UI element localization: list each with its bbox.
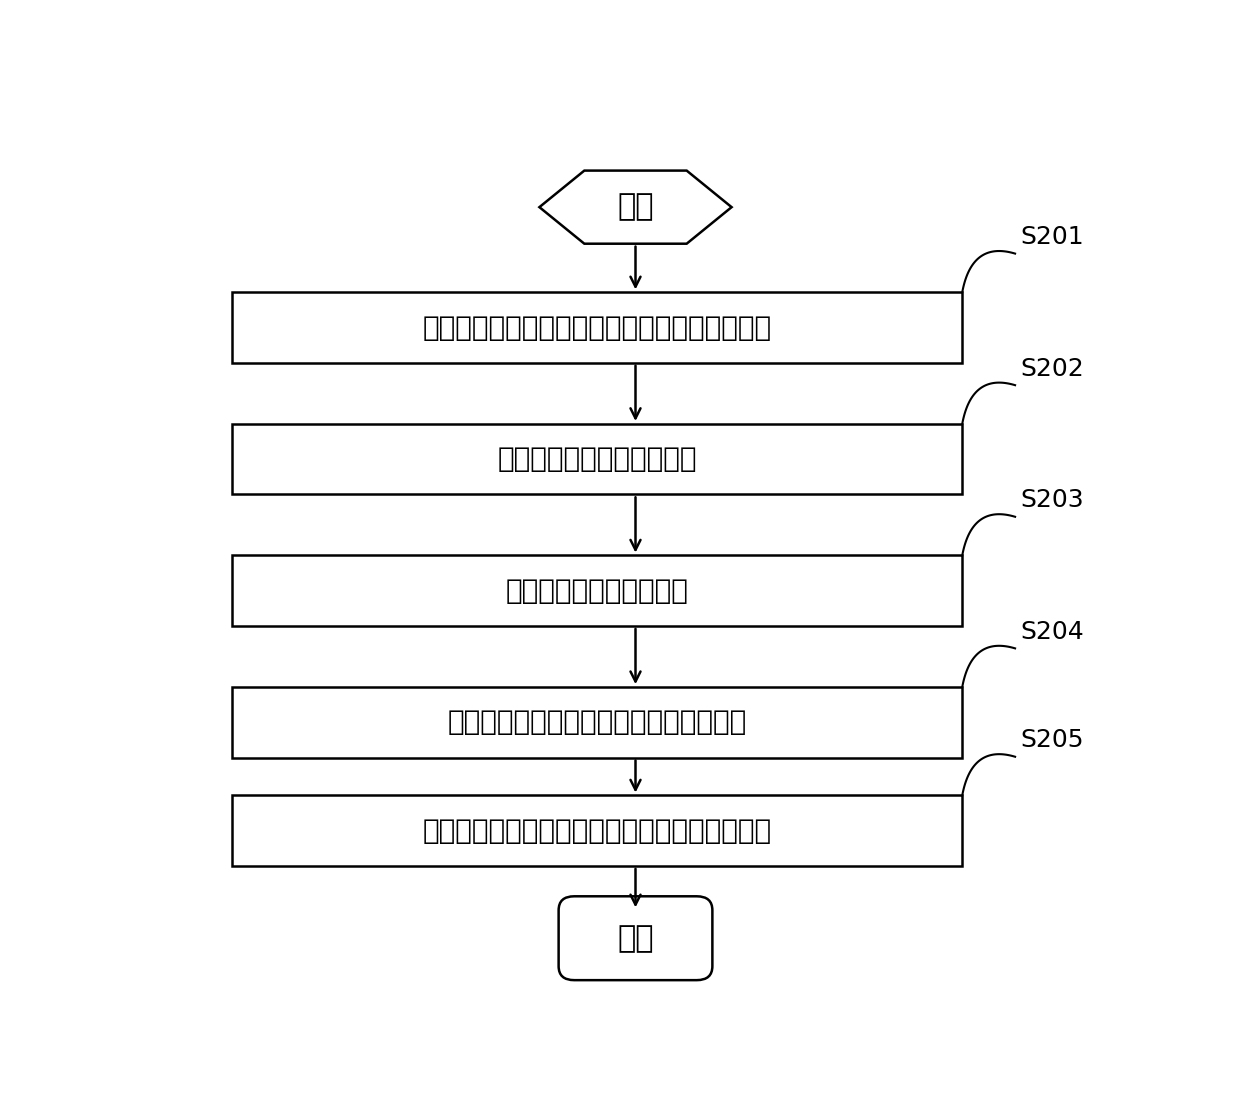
Bar	[232, 795, 962, 866]
Text: S203: S203	[1021, 488, 1084, 513]
Text: S202: S202	[1021, 357, 1084, 381]
Text: S205: S205	[1021, 728, 1084, 753]
Text: 接收用户输入的充值数据: 接收用户输入的充值数据	[506, 576, 688, 604]
Text: 当剩余工程时长较长时拒绝响应用户的充值请求: 当剩余工程时长较长时拒绝响应用户的充值请求	[423, 817, 771, 844]
Text: S201: S201	[1021, 226, 1084, 249]
Bar	[232, 687, 962, 757]
FancyBboxPatch shape	[558, 896, 712, 980]
Bar	[232, 555, 962, 626]
Text: 结束: 结束	[618, 924, 653, 953]
Text: 对工程设备的功能进行限制: 对工程设备的功能进行限制	[497, 446, 697, 474]
Polygon shape	[539, 171, 732, 244]
Bar	[232, 423, 962, 495]
Text: 当预存的工程时长较短时，向用户提示充值信息: 当预存的工程时长较短时，向用户提示充值信息	[423, 314, 771, 342]
Bar	[232, 293, 962, 363]
Text: 根据充值数据放开对工程设备的功能限制: 根据充值数据放开对工程设备的功能限制	[448, 708, 746, 736]
Text: 开始: 开始	[618, 192, 653, 221]
Text: S204: S204	[1021, 620, 1084, 645]
